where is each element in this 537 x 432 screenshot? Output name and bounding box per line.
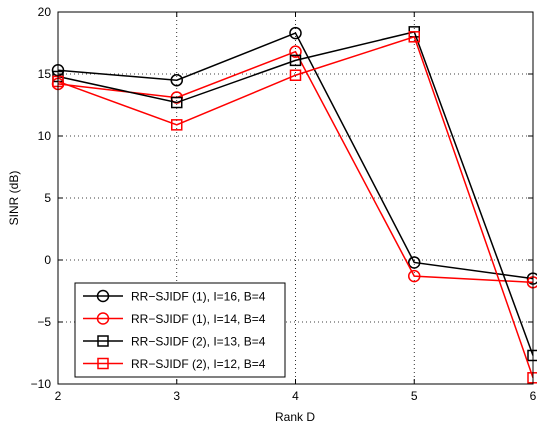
y-tick-label: −5 <box>37 315 51 329</box>
y-tick-label: −10 <box>31 377 52 391</box>
y-axis-label: SINR (dB) <box>7 171 21 226</box>
x-tick-label: 2 <box>55 389 62 403</box>
x-tick-label: 5 <box>411 389 418 403</box>
y-tick-label: 5 <box>44 191 51 205</box>
y-tick-label: 0 <box>44 253 51 267</box>
legend-label: RR−SJIDF (1), I=16, B=4 <box>131 290 266 304</box>
y-tick-label: 10 <box>38 129 52 143</box>
x-axis-label: Rank D <box>275 410 315 424</box>
legend-label: RR−SJIDF (2), I=13, B=4 <box>131 335 266 349</box>
legend-label: RR−SJIDF (1), I=14, B=4 <box>131 312 266 326</box>
x-tick-label: 4 <box>292 389 299 403</box>
x-tick-label: 6 <box>530 389 537 403</box>
legend-label: RR−SJIDF (2), I=12, B=4 <box>131 357 266 371</box>
y-tick-label: 15 <box>38 67 52 81</box>
y-tick-label: 20 <box>38 5 52 19</box>
x-tick-label: 3 <box>173 389 180 403</box>
legend: RR−SJIDF (1), I=16, B=4 RR−SJIDF (1), I=1… <box>75 283 285 377</box>
